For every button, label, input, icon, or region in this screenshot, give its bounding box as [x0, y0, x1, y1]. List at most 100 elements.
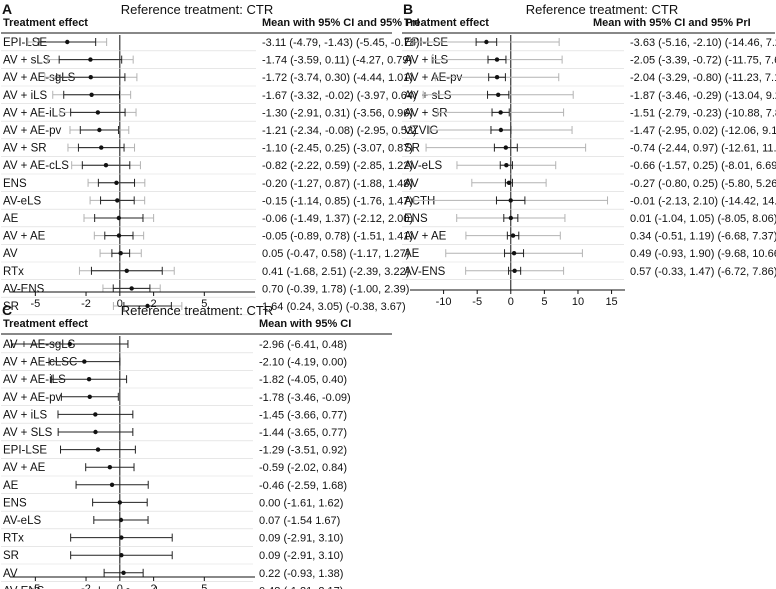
panel-c-row-label: EPI-LSE	[3, 445, 47, 457]
panel-a-row-value: -0.05 (-0.89, 0.78) (-1.51, 1.41)	[262, 231, 413, 243]
panel-a-row-value: -1.72 (-3.74, 0.30) (-4.44, 1.01)	[262, 72, 413, 84]
panel-a-point-estimate	[116, 215, 122, 221]
panel-b-point-estimate	[496, 92, 501, 98]
panel-b-row-value: -0.01 (-2.13, 2.10) (-14.42, 14.40)	[630, 195, 776, 207]
panel-a-row-label: ENS	[3, 178, 27, 190]
panel-b-row-label: AV + AE-pv	[404, 72, 463, 84]
panel-a-row-value: -1.74 (-3.59, 0.11) (-4.27, 0.79)	[262, 55, 412, 67]
panel-a-point-estimate	[95, 110, 101, 115]
panel-a-row-label: EPI-LSE	[3, 37, 47, 49]
panel-a-point-estimate	[103, 163, 109, 168]
panel-c-row-label: AV + AE-sgLS	[3, 339, 76, 351]
panel-c-row-label: AV	[3, 568, 18, 580]
panel-a-row-label: RTx	[3, 266, 24, 278]
panel-a-row-label: AV + AE-cLS	[3, 160, 69, 172]
panel-a-row-value: -1.10 (-2.45, 0.25) (-3.07, 0.87)	[262, 143, 413, 155]
panel-c-row-label: RTx	[3, 533, 24, 545]
panel-c-value-header: Mean with 95% CI	[259, 318, 351, 330]
panel-c-point-estimate	[107, 465, 113, 470]
panel-c-row-value: 0.07 (-1.54 1.67)	[259, 515, 340, 527]
panel-b-point-estimate	[508, 198, 513, 203]
panel-c-row-label: AV + AE-pv	[3, 392, 62, 404]
panel-b-row-value: -1.87 (-3.46, -0.29) (-13.04, 9.29)	[630, 90, 776, 102]
panel-a-row-value: -0.20 (-1.27, 0.87) (-1.88, 1.48)	[262, 178, 413, 190]
panel-b-row-label: AE	[404, 248, 420, 260]
panel-b-row-label: SR	[404, 143, 420, 155]
panel-a-row-value: 1.64 (0.24, 3.05) (-0.38, 3.67)	[262, 301, 406, 313]
panel-c-title: Reference treatment: CTR	[121, 303, 273, 318]
panel-b-point-estimate	[498, 127, 504, 133]
panel-b-row-value: -1.51 (-2.79, -0.23) (-10.88, 7.86)	[630, 107, 776, 119]
panel-c-point-estimate	[86, 377, 92, 382]
panel-a-point-estimate	[89, 92, 94, 98]
panel-c-row-value: -0.46 (-2.59, 1.68)	[259, 480, 347, 492]
panel-a-row-header: Treatment effect	[3, 17, 88, 29]
panel-a-x-tick-label: 2	[151, 298, 157, 310]
panel-b-row-value: 0.49 (-0.93, 1.90) (-9.68, 10.66)	[630, 248, 776, 260]
panel-a-row-value: -0.82 (-2.22, 0.59) (-2.85, 1.22)	[262, 160, 413, 172]
panel-c-x-tick-label: 5	[201, 583, 207, 589]
panel-c-point-estimate	[93, 412, 98, 417]
panel-a-x-tick-label: -5	[30, 298, 40, 310]
panel-b-row-label: AV	[404, 178, 419, 190]
panel-a-point-estimate	[99, 145, 104, 150]
panel-a-point-estimate	[145, 303, 150, 309]
panel-c-row-value: -1.29 (-3.51, 0.92)	[259, 445, 347, 457]
panel-a-row-label: AV-ENS	[3, 283, 45, 295]
panel-c-point-estimate	[119, 553, 124, 558]
panel-c-point-estimate	[82, 359, 87, 364]
panel-b-point-estimate	[508, 215, 514, 221]
panel-b-row-value: 0.01 (-1.04, 1.05) (-8.05, 8.06)	[630, 213, 776, 225]
panel-b-row-value: -1.47 (-2.95, 0.02) (-12.06, 9.12)	[630, 125, 776, 137]
panel-c-row-label: AE	[3, 480, 19, 492]
panel-b-row-label: AV + SR	[404, 107, 448, 119]
panel-c-point-estimate	[117, 500, 123, 505]
panel-b-row-label: ENS	[404, 213, 428, 225]
panel-c-row-label: SR	[3, 550, 19, 562]
panel-a-row-label: AV + AE-iLS	[3, 107, 66, 119]
panel-c-row-label: AV + AE-cLSC	[3, 357, 77, 369]
panel-a-row-label: AV	[3, 248, 18, 260]
panel-c-row-value: -1.45 (-3.66, 0.77)	[259, 409, 347, 421]
panel-a-point-estimate	[88, 75, 93, 80]
panel-b-point-estimate	[512, 268, 517, 273]
panel-c-point-estimate	[93, 429, 98, 435]
panel-b-row-value: -0.66 (-1.57, 0.25) (-8.01, 6.69)	[630, 160, 776, 172]
panel-b-row-label: AV + iLS	[404, 55, 449, 67]
panel-b-x-tick-label: 10	[572, 296, 584, 308]
panel-b-x-tick-label: -5	[472, 296, 482, 308]
panel-c-row-label: AV + AE-iLS	[3, 374, 66, 386]
panel-c-row-value: -1.82 (-4.05, 0.40)	[259, 374, 347, 386]
panel-b-row-label: AV + sLS	[404, 90, 452, 102]
panel-b-point-estimate	[504, 163, 509, 168]
panel-c-point-estimate	[95, 447, 101, 452]
panel-b-row-value: -2.05 (-3.39, -0.72) (-11.75, 7.64)	[630, 55, 776, 67]
panel-a-title: Reference treatment: CTR	[121, 2, 273, 17]
panel-b-row-label: VZVIG	[404, 125, 439, 137]
panel-c-row-value: -2.10 (-4.19, 0.00)	[259, 357, 347, 369]
panel-b-row-value: -3.63 (-5.16, -2.10) (-14.46, 7.20)	[630, 37, 776, 49]
panel-b-row-label: AV-ENS	[404, 266, 446, 278]
panel-b-point-estimate	[484, 39, 489, 45]
panel-c-point-estimate	[87, 394, 92, 399]
panel-c-x-tick-label: -5	[30, 583, 40, 589]
panel-a-row-label: AV-eLS	[3, 195, 41, 207]
panel-c-row-value: -1.78 (-3.46, -0.09)	[259, 392, 351, 404]
panel-b-x-tick-label: 0	[508, 296, 514, 308]
panel-b-point-estimate	[494, 57, 500, 62]
panel-b-row-value: -2.04 (-3.29, -0.80) (-11.23, 7.14)	[630, 72, 776, 84]
panel-c-x-tick-label: 0	[117, 583, 123, 589]
panel-b-x-tick-label: 15	[605, 296, 617, 308]
panel-a-point-estimate	[88, 57, 93, 62]
panel-c-point-estimate	[67, 341, 73, 347]
panel-c-row-header: Treatment effect	[3, 318, 88, 330]
panel-a-letter: A	[2, 1, 12, 17]
panel-c-row-label: AV + AE	[3, 462, 46, 474]
panel-b-row-value: 0.57 (-0.33, 1.47) (-6.72, 7.86)	[630, 266, 776, 278]
panel-a-point-estimate	[118, 251, 123, 256]
panel-c-row-label: AV + SLS	[3, 427, 53, 439]
panel-c-row-label: AV-eLS	[3, 515, 41, 527]
panel-c-x-tick-label: 2	[151, 583, 157, 589]
panel-b-row-header: Treatment effect	[404, 17, 489, 29]
panel-b-x-tick-label: 5	[541, 296, 547, 308]
